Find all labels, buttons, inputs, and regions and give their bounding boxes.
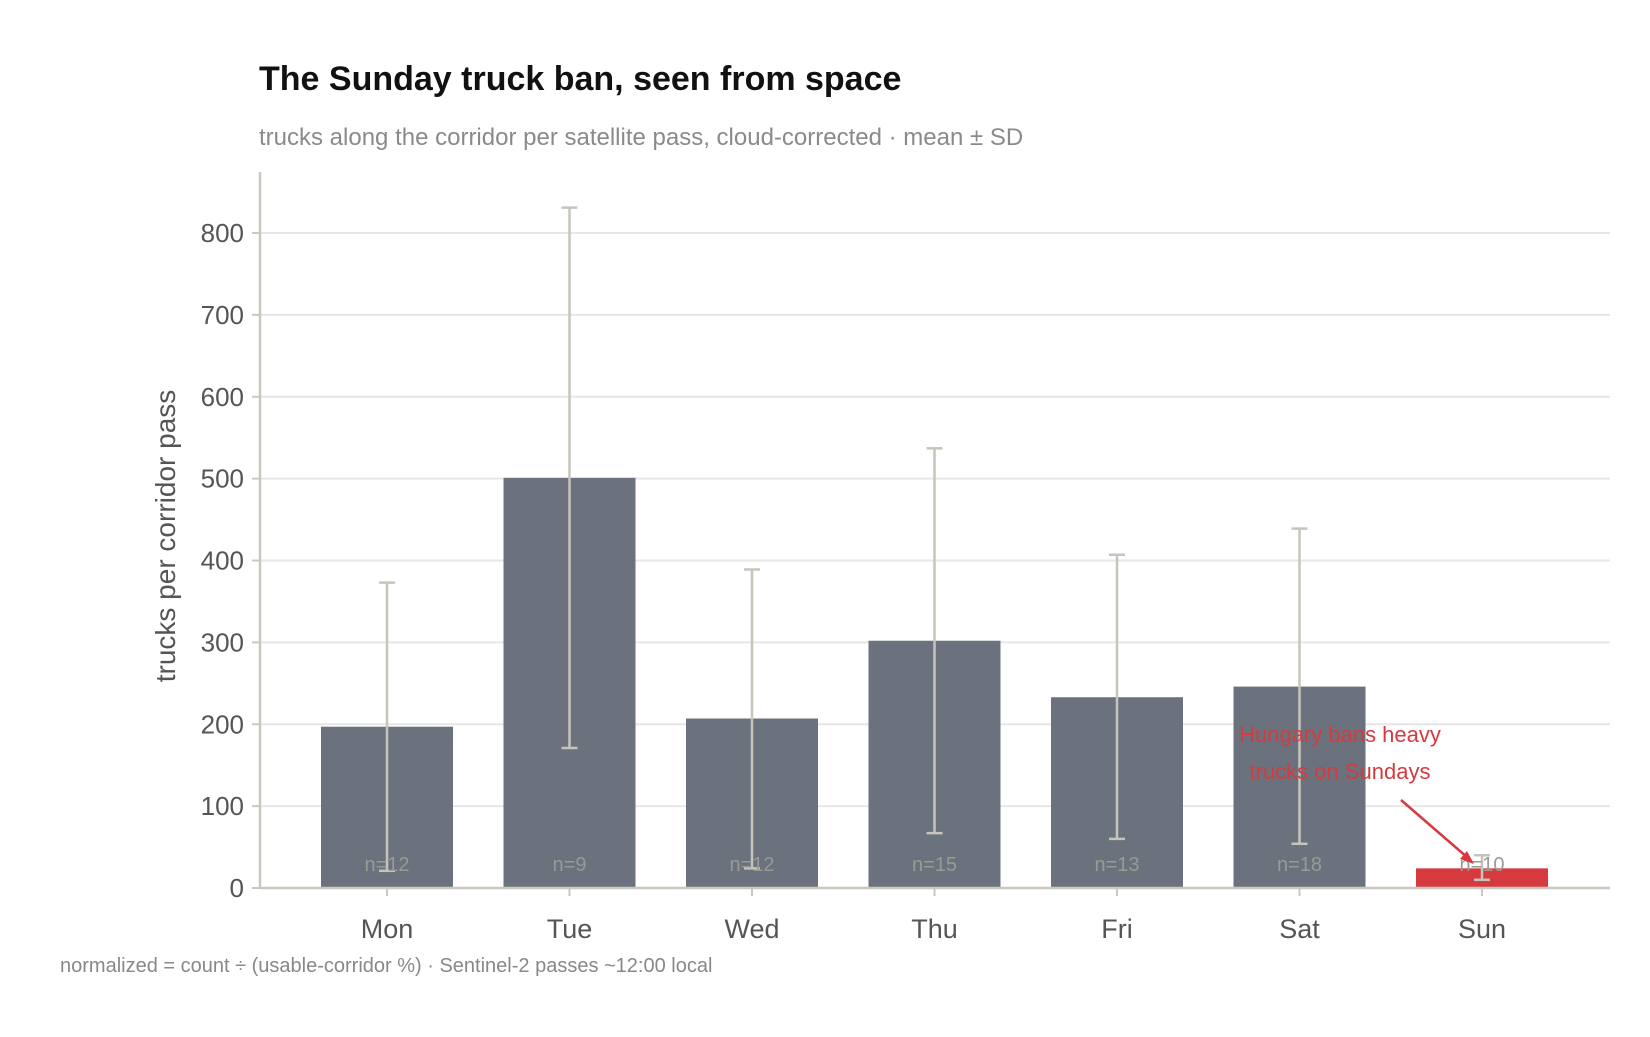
annotation-line <box>1400 799 1469 859</box>
chart-footnote: normalized = count ÷ (usable-corridor %)… <box>60 955 713 977</box>
y-tick-label: 600 <box>201 382 244 412</box>
annotation-arrowhead <box>1460 851 1474 864</box>
error-bar-mon <box>379 581 395 873</box>
x-tick-label-tue: Tue <box>547 914 593 944</box>
x-tick-label-fri: Fri <box>1101 914 1132 944</box>
count-label: n=15 <box>912 854 957 876</box>
annotation-line-1: Hungary bans heavy <box>1239 722 1441 747</box>
x-tick-label-sat: Sat <box>1279 914 1320 944</box>
axes: 0 100 200 300 400 500 600 700 800 Mon Tue Wed Thu Fri… <box>201 172 1610 944</box>
error-bar-fri <box>1109 553 1125 841</box>
y-tick-label: 500 <box>201 464 244 494</box>
y-tick-label: 400 <box>201 546 244 576</box>
count-labels: n=12 n=9 n=12 n=15 n=13 n=18 n=10 <box>364 854 1504 876</box>
annotation-arrow <box>1400 799 1474 864</box>
x-tick-label-sun: Sun <box>1458 914 1506 944</box>
error-bar-sat <box>1291 527 1308 846</box>
error-bar-thu <box>926 447 943 835</box>
count-label: n=9 <box>553 854 587 876</box>
chart-title: The Sunday truck ban, seen from space <box>259 60 902 98</box>
error-bar-wed <box>744 568 760 870</box>
y-tick-label: 200 <box>201 709 244 739</box>
x-tick-label-thu: Thu <box>911 914 958 944</box>
annotation-line-2: trucks on Sundays <box>1249 759 1431 784</box>
error-bar-tue <box>561 206 578 750</box>
count-label: n=18 <box>1277 854 1322 876</box>
y-tick-label: 800 <box>201 218 244 248</box>
y-tick-label: 300 <box>201 627 244 657</box>
x-tick-label-wed: Wed <box>724 914 779 944</box>
count-label: n=13 <box>1094 854 1139 876</box>
y-tick-label: 100 <box>201 791 244 821</box>
count-label: n=12 <box>364 854 409 876</box>
chart-subtitle: trucks along the corridor per satellite … <box>259 124 1024 151</box>
y-axis-label: trucks per corridor pass <box>150 389 181 683</box>
error-bar-sun <box>1474 854 1490 882</box>
sunday-annotation: Hungary bans heavy trucks on Sundays <box>1225 716 1455 790</box>
error-bars <box>379 206 1490 882</box>
y-tick-label: 0 <box>230 873 244 903</box>
x-tick-label-mon: Mon <box>361 914 414 944</box>
count-label: n=12 <box>729 854 774 876</box>
y-tick-label: 700 <box>201 300 244 330</box>
